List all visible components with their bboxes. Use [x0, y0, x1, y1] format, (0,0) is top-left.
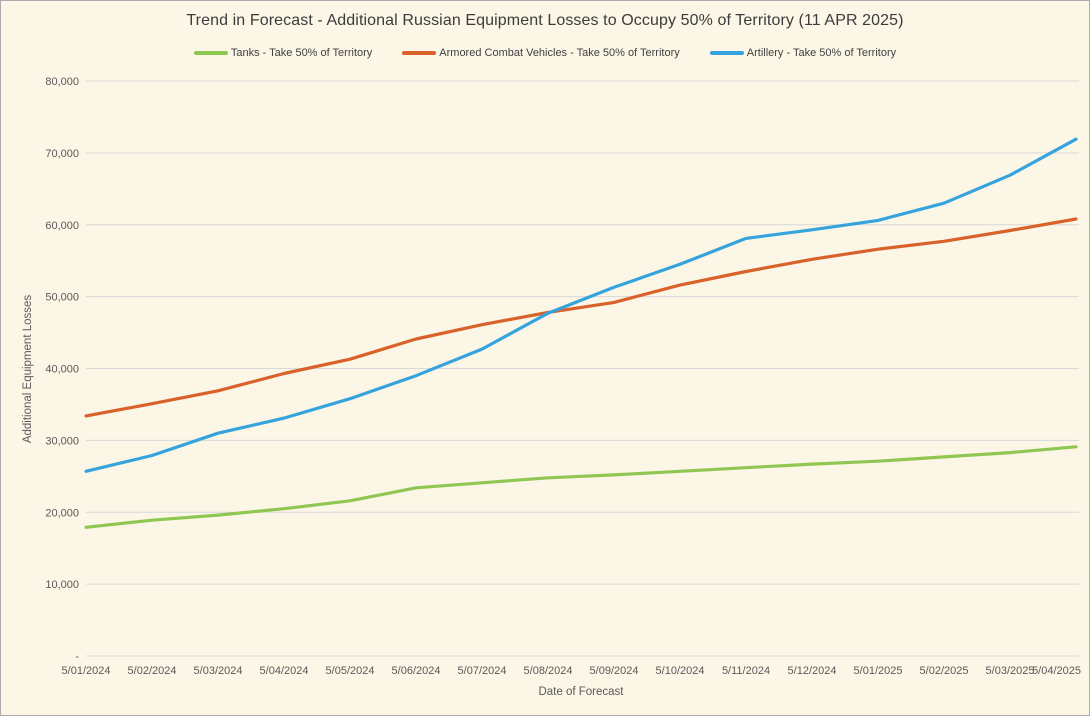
x-tick-label: 5/09/2024 [590, 665, 639, 677]
y-tick-label: 70,000 [45, 148, 79, 160]
x-tick-label: 5/12/2024 [788, 665, 837, 677]
series-line-armored [84, 217, 1078, 418]
x-tick-label: 5/06/2024 [392, 665, 441, 677]
x-tick-label: 5/02/2025 [920, 665, 969, 677]
y-tick-label: 30,000 [45, 435, 79, 447]
y-tick-label: 50,000 [45, 292, 79, 304]
legend-label-artillery: Artillery - Take 50% of Territory [746, 47, 897, 59]
legend-swatch-artillery-icon [709, 51, 744, 55]
x-tick-label: 5/04/2024 [260, 665, 309, 677]
y-tick-label: 80,000 [45, 76, 79, 88]
legend: Tanks - Take 50% of Territory Armored Co… [1, 47, 1089, 59]
y-tick-label: 60,000 [45, 220, 79, 232]
legend-swatch-tanks-icon [193, 51, 228, 55]
legend-label-tanks: Tanks - Take 50% of Territory [230, 47, 373, 59]
series-line-tanks [84, 445, 1078, 529]
x-tick-label: 5/11/2024 [722, 665, 770, 677]
legend-swatch-acv-icon [402, 51, 437, 55]
x-tick-label: 5/02/2024 [128, 665, 177, 677]
y-tick-label: 10,000 [45, 579, 79, 591]
y-tick-label: - [75, 651, 79, 663]
x-axis-title: Date of Forecast [538, 686, 624, 698]
x-tick-label: 5/03/2024 [194, 665, 243, 677]
legend-label-acv: Armored Combat Vehicles - Take 50% of Te… [439, 47, 680, 59]
x-tick-label: 5/05/2024 [326, 665, 375, 677]
x-tick-label: 5/04/2025 [1032, 665, 1081, 677]
legend-item-armored-combat-vehicles: Armored Combat Vehicles - Take 50% of Te… [402, 47, 680, 59]
x-tick-label: 5/01/2024 [62, 665, 111, 677]
x-tick-label: 5/10/2024 [656, 665, 705, 677]
legend-item-tanks: Tanks - Take 50% of Territory [193, 47, 373, 59]
series-line-artillery [84, 137, 1078, 473]
y-tick-label: 40,000 [45, 364, 79, 376]
chart-title: Trend in Forecast - Additional Russian E… [186, 12, 904, 29]
legend-item-artillery: Artillery - Take 50% of Territory [709, 47, 897, 59]
y-tick-label: 20,000 [45, 507, 79, 519]
x-tick-label: 5/07/2024 [458, 665, 507, 677]
x-tick-label: 5/08/2024 [524, 665, 573, 677]
x-tick-label: 5/01/2025 [854, 665, 903, 677]
x-tick-label: 5/03/2025 [986, 665, 1035, 677]
